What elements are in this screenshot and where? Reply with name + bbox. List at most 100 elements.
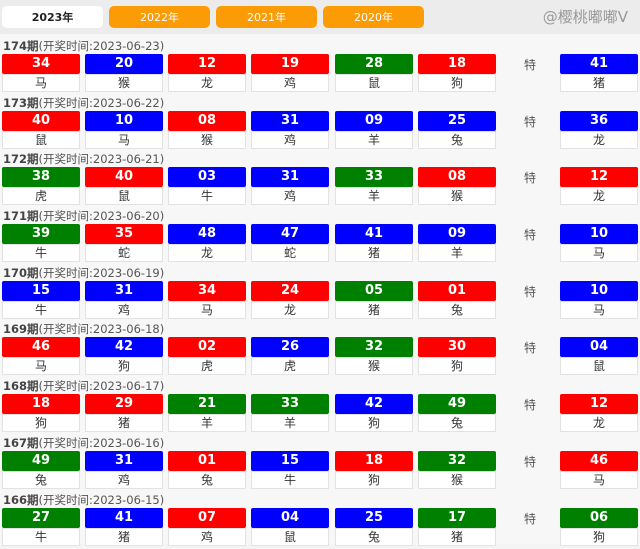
ball-number: 41	[560, 54, 638, 74]
draw-header: 172期(开奖时间:2023-06-21)	[0, 152, 640, 167]
ball: 25 兔	[418, 110, 496, 149]
ball-number: 31	[251, 167, 329, 188]
zodiac: 龙	[168, 244, 246, 263]
ball: 21 羊	[168, 394, 246, 433]
zodiac: 龙	[560, 187, 638, 206]
zodiac: 猪	[85, 527, 163, 546]
ball-number: 25	[418, 110, 496, 131]
zodiac: 牛	[2, 527, 80, 546]
ball: 24 龙	[251, 280, 329, 319]
draw-row: 166期(开奖时间:2023-06-15) 27 牛 41 猪 07 鸡 04 鼠 25 兔 17 猪特…	[0, 487, 640, 546]
ball-number: 09	[418, 224, 496, 245]
ball-number: 18	[418, 54, 496, 74]
ball: 33 羊	[335, 167, 413, 206]
ball: 42 狗	[335, 394, 413, 433]
zodiac: 兔	[2, 470, 80, 489]
zodiac: 牛	[2, 300, 80, 319]
period: 167期	[3, 435, 39, 450]
special-label: 特	[523, 454, 536, 469]
draw-time: (开奖时间:2023-06-15)	[38, 492, 165, 507]
ball-number: 10	[85, 110, 163, 131]
ball-number: 15	[2, 280, 80, 301]
zodiac: 鼠	[560, 357, 638, 376]
special-ball: 04 鼠	[560, 337, 638, 376]
ball: 03 牛	[168, 167, 246, 206]
period: 171期	[3, 209, 39, 224]
ball: 34 马	[2, 54, 80, 92]
zodiac: 鸡	[251, 187, 329, 206]
ball-number: 49	[2, 450, 80, 471]
draw-header: 169期(开奖时间:2023-06-18)	[0, 322, 640, 337]
draw-row: 167期(开奖时间:2023-06-16) 49 兔 31 鸡 01 兔 15 牛 18 狗 32 猴特…	[0, 430, 640, 489]
ball-number: 42	[335, 394, 413, 415]
draw-time: (开奖时间:2023-06-16)	[38, 435, 165, 450]
zodiac: 羊	[251, 414, 329, 433]
ball: 35 蛇	[85, 224, 163, 263]
zodiac: 猪	[418, 527, 496, 546]
ball-number: 41	[335, 224, 413, 245]
ball-number: 10	[560, 280, 638, 301]
zodiac: 马	[560, 470, 638, 489]
ball: 01 兔	[418, 280, 496, 319]
draw-header: 166期(开奖时间:2023-06-15)	[0, 493, 640, 508]
special-label: 特	[523, 171, 536, 186]
ball: 26 虎	[251, 337, 329, 376]
ball: 05 猪	[335, 280, 413, 319]
tab-year-2021[interactable]: 2021年	[216, 6, 317, 28]
ball-number: 28	[335, 54, 413, 74]
ball: 40 鼠	[2, 110, 80, 149]
ball: 08 猴	[418, 167, 496, 206]
ball: 07 鸡	[168, 507, 246, 546]
zodiac: 猴	[418, 187, 496, 206]
ball: 47 蛇	[251, 224, 329, 263]
ball-number: 49	[418, 394, 496, 415]
ball: 31 鸡	[85, 280, 163, 319]
ball-number: 31	[251, 110, 329, 131]
draw-header: 170期(开奖时间:2023-06-19)	[0, 266, 640, 281]
draw-list: 174期(开奖时间:2023-06-23) 34 马 20 猴 12 龙 19 鸡 28 鼠 18 狗特…	[0, 34, 640, 546]
tab-year-2020[interactable]: 2020年	[323, 6, 424, 28]
ball-number: 33	[251, 394, 329, 415]
ball-number: 12	[560, 167, 638, 188]
zodiac: 鼠	[85, 187, 163, 206]
special-ball: 41 猪	[560, 54, 638, 92]
zodiac: 猪	[335, 244, 413, 263]
special-ball: 36 龙	[560, 110, 638, 149]
ball-number: 09	[335, 110, 413, 131]
zodiac: 虎	[168, 357, 246, 376]
special-label: 特	[523, 398, 536, 413]
tab-year-2022[interactable]: 2022年	[109, 6, 210, 28]
ball-number: 48	[168, 224, 246, 245]
draw-header: 167期(开奖时间:2023-06-16)	[0, 436, 640, 451]
ball-number: 27	[2, 507, 80, 528]
ball-number: 46	[2, 337, 80, 358]
zodiac: 马	[2, 357, 80, 376]
zodiac: 羊	[335, 187, 413, 206]
ball-number: 46	[560, 450, 638, 471]
ball-number: 21	[168, 394, 246, 415]
zodiac: 狗	[560, 527, 638, 546]
ball: 28 鼠	[335, 54, 413, 92]
ball-number: 39	[2, 224, 80, 245]
period: 173期	[3, 95, 39, 110]
draw-time: (开奖时间:2023-06-19)	[38, 265, 165, 280]
ball: 18 狗	[2, 394, 80, 433]
period: 169期	[3, 322, 39, 337]
ball: 31 鸡	[251, 167, 329, 206]
zodiac: 兔	[335, 527, 413, 546]
tab-year-2023[interactable]: 2023年	[2, 6, 103, 28]
draw-row: 173期(开奖时间:2023-06-22) 40 鼠 10 马 08 猴 31 鸡 09 羊 25 兔特…	[0, 90, 640, 149]
ball-number: 04	[560, 337, 638, 358]
ball-number: 36	[560, 110, 638, 131]
zodiac: 龙	[168, 74, 246, 92]
ball-number: 15	[251, 450, 329, 471]
draw-time: (开奖时间:2023-06-23)	[38, 39, 165, 53]
ball: 09 羊	[335, 110, 413, 149]
ball-number: 02	[168, 337, 246, 358]
zodiac: 鸡	[251, 74, 329, 92]
ball: 41 猪	[85, 507, 163, 546]
zodiac: 牛	[2, 244, 80, 263]
ball-number: 18	[2, 394, 80, 415]
zodiac: 虎	[2, 187, 80, 206]
ball: 15 牛	[251, 450, 329, 489]
